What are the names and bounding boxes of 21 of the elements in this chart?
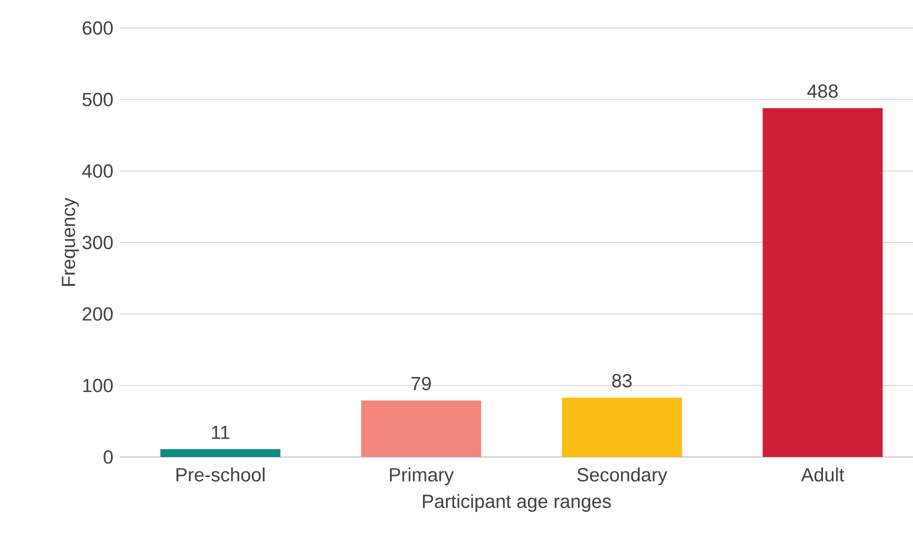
bar [562,398,682,457]
x-axis-title: Participant age ranges [423,494,611,512]
y-tick-label: 600 [82,21,113,35]
y-tick-label: 100 [83,378,113,392]
x-tick-label: Primary [390,468,454,486]
y-tick-label: 0 [104,450,113,464]
data-label: 488 [807,84,838,98]
bar [762,108,883,457]
y-tick-label: 300 [82,236,113,250]
data-label: 83 [612,374,632,388]
bar [361,400,482,457]
bar [160,449,280,457]
y-tick-label: 400 [82,164,113,178]
x-tick-label: Pre-school [176,468,265,482]
data-label: 11 [212,426,230,439]
x-tick-label: Secondary [577,468,668,486]
data-label: 79 [412,376,431,390]
y-axis-title: Frequency [62,198,79,286]
y-tick-label: 200 [82,307,113,321]
x-tick-label: Adult [801,468,844,482]
y-tick-label: 500 [82,92,113,106]
